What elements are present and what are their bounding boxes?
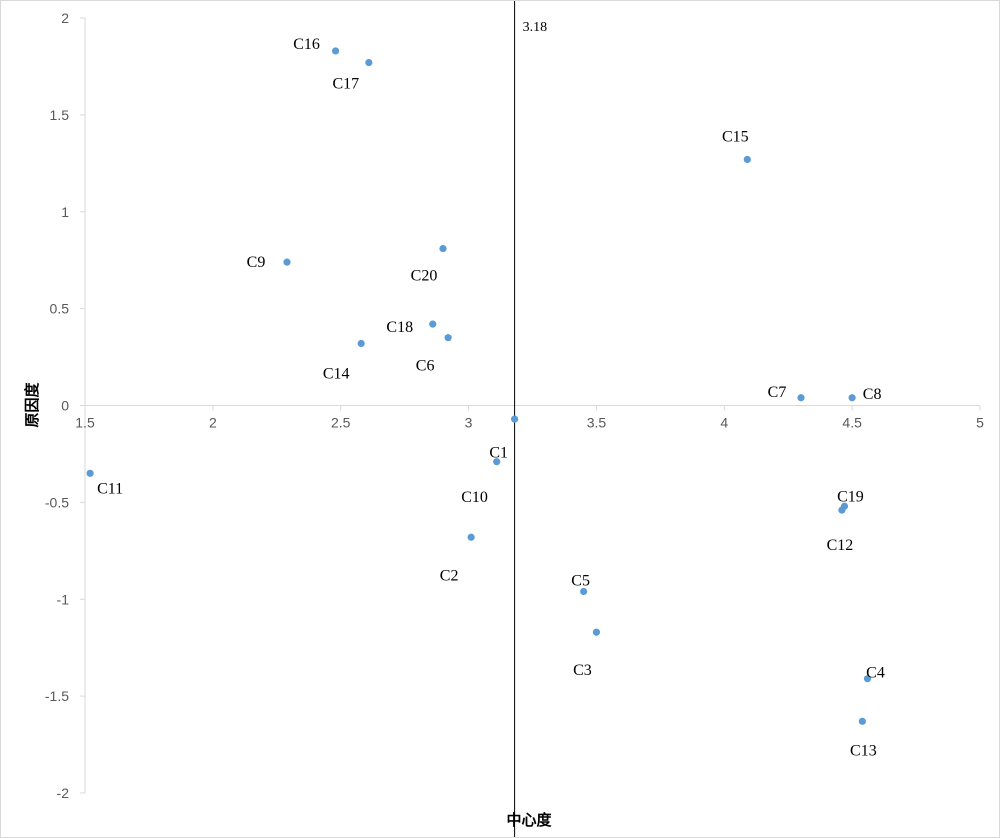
point-label-c2: C2 (440, 567, 459, 584)
point-c17 (365, 58, 373, 67)
y-tick-label: -1 (57, 591, 70, 607)
y-tick-label: 0 (61, 398, 69, 414)
point-label-c13: C13 (850, 742, 877, 759)
point-c19 (840, 502, 849, 510)
point-c20 (439, 244, 447, 253)
point-c8 (848, 394, 856, 402)
x-tick-label: 2.5 (331, 415, 351, 431)
reference-layer: 3.18 (514, 1, 548, 837)
point-label-c1: C1 (489, 445, 508, 462)
point-label-c11: C11 (97, 480, 123, 497)
point-label-c18: C18 (386, 319, 413, 336)
point-label-c4: C4 (866, 665, 885, 682)
x-tick-label: 2 (209, 415, 217, 431)
point-label-c16: C16 (293, 36, 320, 53)
point-c5 (580, 587, 588, 596)
point-c9 (283, 258, 291, 266)
point-c16 (332, 47, 340, 55)
point-c2 (467, 533, 475, 541)
point-label-c7: C7 (768, 384, 787, 401)
point-c14 (357, 339, 365, 348)
y-tick-label: 2 (61, 10, 69, 26)
reference-line-label: 3.18 (523, 20, 548, 35)
y-tick-label: -2 (57, 785, 70, 801)
x-tick-label: 3 (465, 415, 473, 431)
point-label-c20: C20 (411, 268, 438, 285)
point-label-c12: C12 (827, 537, 854, 554)
point-c4 (863, 675, 872, 683)
point-c1 (493, 458, 501, 466)
point-label-c10: C10 (461, 489, 488, 506)
point-c6 (444, 334, 452, 342)
point-label-c6: C6 (416, 358, 435, 375)
x-tick-label: 3.5 (587, 415, 607, 431)
y-axis-title: 原因度 (23, 382, 41, 428)
x-tick-label: 4 (720, 415, 728, 431)
point-c10 (510, 415, 519, 423)
point-c13 (858, 717, 866, 725)
point-label-c9: C9 (247, 254, 266, 271)
point-label-c5: C5 (571, 573, 590, 590)
point-label-c3: C3 (573, 662, 592, 679)
point-c3 (592, 628, 601, 636)
point-labels-layer: C1 C2 C3 C4 C5 C6 C7 C8 C9 C10 C11 C12 C13 C14 C15 C16 C… (97, 36, 885, 759)
point-c18 (429, 320, 437, 328)
x-axis-title: 中心度 (506, 811, 552, 829)
points-layer (86, 47, 872, 725)
point-label-c19: C19 (837, 488, 864, 505)
y-tick-label: -0.5 (45, 494, 69, 510)
x-tick-label: 5 (976, 415, 984, 431)
point-label-c14: C14 (323, 366, 350, 383)
point-c15 (743, 155, 751, 164)
y-tick-label: 1.5 (50, 107, 70, 123)
y-tick-label: 1 (61, 204, 69, 220)
point-c7 (797, 394, 805, 402)
y-tick-label: 0.5 (50, 301, 70, 317)
point-label-c15: C15 (722, 128, 749, 145)
axes-layer: 1.5 2 2.5 3 3.5 4 4.5 5 2 1.5 1 0.5 0 -0.5 -1 -1.5 -2 (45, 10, 984, 801)
x-tick-label: 1.5 (75, 415, 95, 431)
point-c11 (86, 469, 94, 477)
x-tick-label: 4.5 (842, 415, 862, 431)
y-tick-label: -1.5 (45, 688, 69, 704)
point-label-c8: C8 (863, 386, 882, 403)
point-label-c17: C17 (333, 76, 360, 93)
